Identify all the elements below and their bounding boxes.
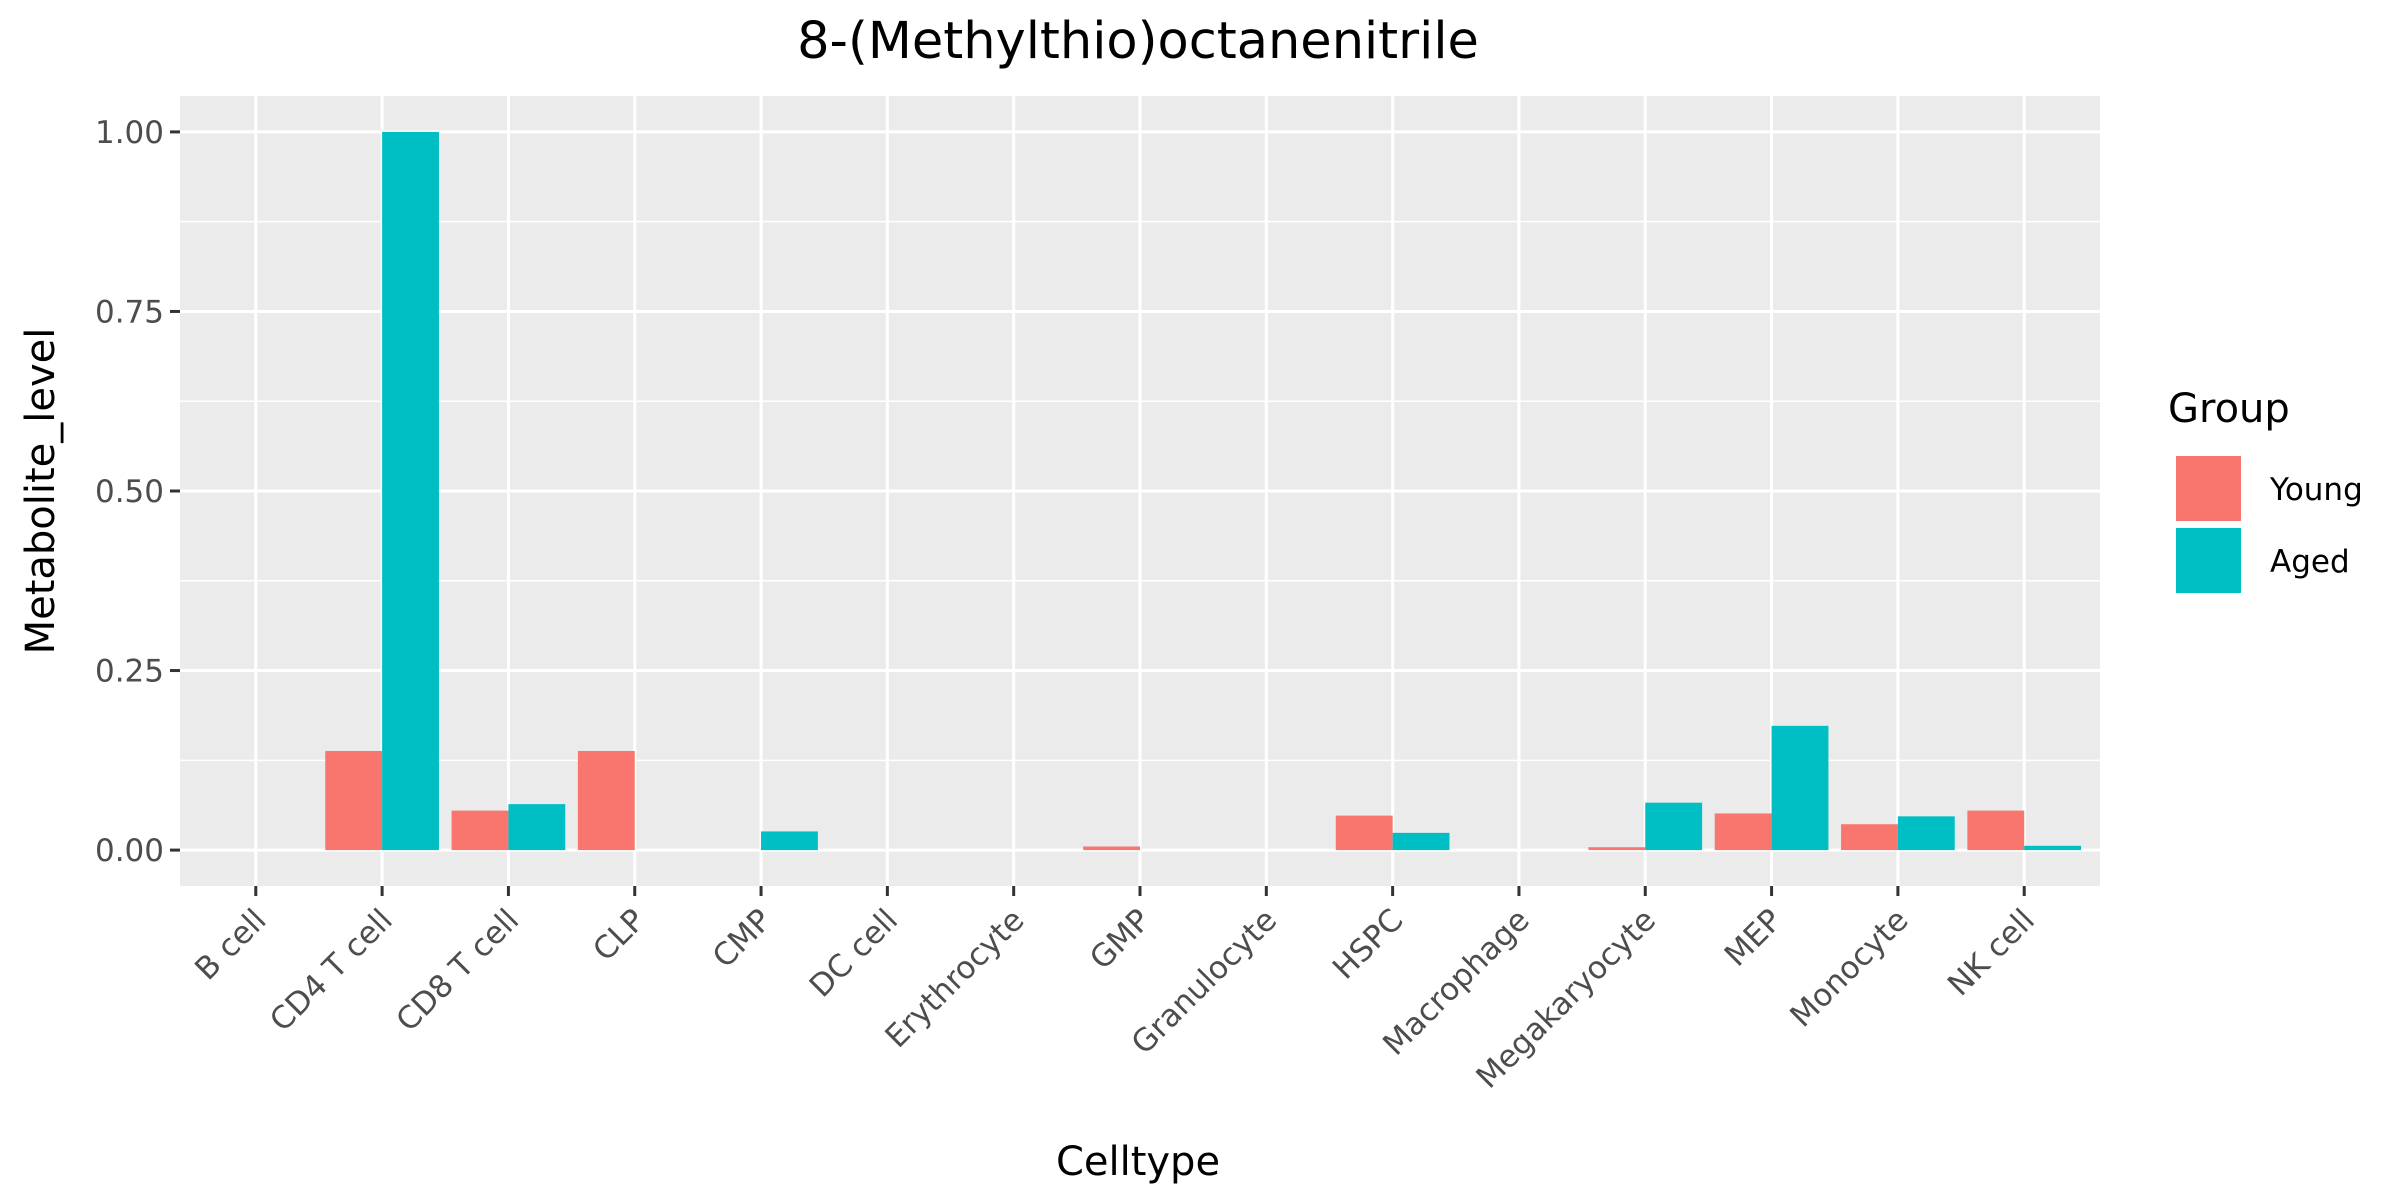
bar-young [1714,813,1772,851]
bar-young [451,810,509,851]
y-tick-label: 0.00 [95,833,164,869]
x-tick-label: HSPC [1326,902,1410,986]
x-tick-label: CLP [586,902,652,968]
x-axis-title: Celltype [1056,1139,1220,1185]
bar-young [325,750,383,851]
y-axis-title: Metabolite_level [18,328,64,655]
bars [325,131,2082,851]
legend-title: Group [2168,386,2290,432]
bar-young [577,750,635,851]
x-tick-label: GMP [1083,902,1158,977]
y-tick-label: 1.00 [95,115,164,151]
y-axis: 0.00 0.25 0.50 0.75 1.00 [95,115,180,869]
bar-young [1588,847,1646,851]
x-tick-label: Monocyte [1783,902,1915,1034]
bar-aged [761,831,818,851]
bar-aged [1392,832,1450,851]
legend-key-aged [2176,528,2241,593]
y-tick-label: 0.50 [95,474,164,510]
x-tick-label: CMP [706,902,779,975]
legend: Group Young Aged [2168,386,2363,593]
x-tick-label: B cell [188,902,273,987]
legend-items: Young Aged [2176,456,2363,593]
x-tick-label: MEP [1718,902,1789,973]
legend-key-young [2176,456,2241,521]
y-tick-label: 0.25 [95,654,164,690]
bar-aged [2024,845,2082,851]
bar-aged [508,804,566,851]
bar-young [1335,815,1393,851]
bar-young [1083,846,1140,851]
bar-aged [1771,725,1829,851]
legend-label-young: Young [2269,472,2363,508]
chart-title: 8-(Methylthio)octanenitrile [797,12,1479,71]
y-tick-label: 0.75 [95,294,164,330]
x-tick-label: NK cell [1941,902,2042,1003]
bar-young [1967,810,2025,851]
bar-aged [382,131,439,851]
legend-label-aged: Aged [2270,544,2350,580]
x-tick-label: CD8 T cell [389,902,526,1039]
bar-young [1841,824,1898,851]
x-tick-label: DC cell [803,902,905,1004]
x-tick-label: CD4 T cell [263,902,400,1039]
bar-aged [1897,816,1955,851]
bar-aged [1645,802,1703,851]
